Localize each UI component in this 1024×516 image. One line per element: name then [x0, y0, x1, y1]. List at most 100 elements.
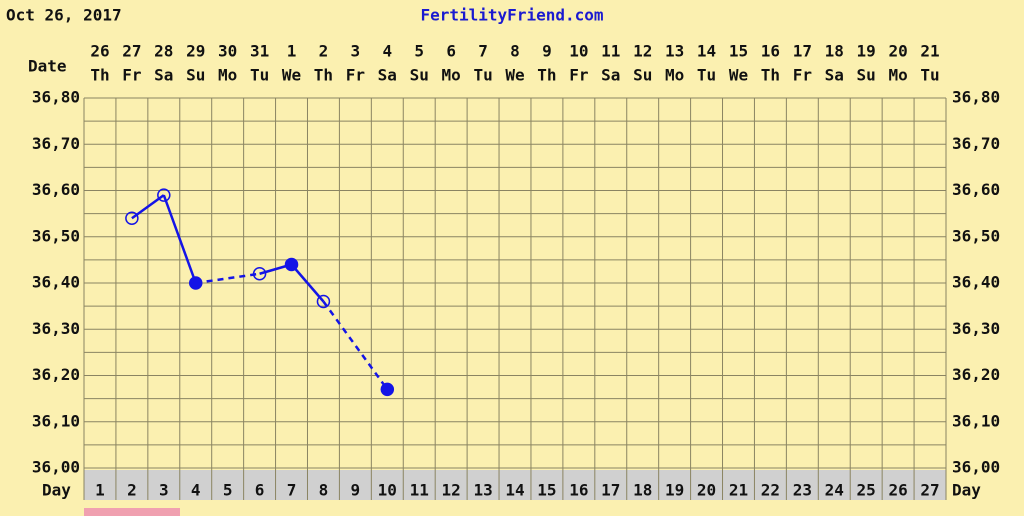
weekday-label: Fr	[122, 66, 141, 85]
date-label: 18	[825, 42, 844, 61]
y-tick-label: 36,00	[32, 458, 80, 477]
point-open	[252, 267, 267, 281]
date-label: 28	[154, 42, 173, 61]
weekday-label: Th	[90, 66, 109, 85]
day-label: 25	[857, 481, 876, 500]
date-label: 14	[697, 42, 716, 61]
date-label: 20	[888, 42, 907, 61]
weekday-label: We	[282, 66, 301, 85]
y2-tick-label: 36,70	[952, 134, 1000, 153]
weekday-label: Fr	[569, 66, 588, 85]
y-tick-label: 36,70	[32, 134, 80, 153]
y2-tick-label: 36,10	[952, 411, 1000, 430]
point-open	[125, 211, 139, 225]
y2-tick-label: 36,80	[952, 88, 1000, 107]
day-label: 15	[537, 481, 556, 500]
weekday-label: Mo	[442, 66, 461, 85]
day-label: 24	[825, 481, 844, 500]
day-label: 10	[378, 481, 397, 500]
y-tick-label: 36,40	[32, 273, 80, 292]
day-label: 18	[633, 481, 652, 500]
point-filled	[188, 276, 203, 290]
weekday-label: Th	[314, 66, 333, 85]
weekday-label: Tu	[697, 66, 716, 85]
date-label: 30	[218, 42, 237, 61]
y2-tick-label: 36,60	[952, 180, 1000, 199]
weekday-label: Th	[761, 66, 780, 85]
y-tick-label: 36,60	[32, 180, 80, 199]
chart-title: FertilityFriend.com	[420, 6, 603, 25]
y-tick-label: 36,10	[32, 411, 80, 430]
weekday-label: Tu	[473, 66, 492, 85]
chart-date: Oct 26, 2017	[6, 6, 122, 25]
weekday-label: Sa	[601, 66, 620, 85]
day-label: 12	[442, 481, 461, 500]
day-label: 8	[319, 481, 329, 500]
date-label: 26	[90, 42, 109, 61]
day-label-left: Day	[42, 481, 71, 500]
line-segment	[290, 263, 325, 303]
y-tick-label: 36,80	[32, 88, 80, 107]
date-label: 7	[478, 42, 488, 61]
date-label: 8	[510, 42, 520, 61]
day-label: 19	[665, 481, 684, 500]
y-tick-label: 36,30	[32, 319, 80, 338]
day-label: 17	[601, 481, 620, 500]
day-label: 2	[127, 481, 137, 500]
day-label: 13	[473, 481, 492, 500]
date-label: 2	[319, 42, 329, 61]
dashed-segment	[322, 300, 389, 391]
date-label: 11	[601, 42, 620, 61]
line-segment	[162, 194, 197, 284]
weekday-label: Su	[857, 66, 876, 85]
day-label: 27	[920, 481, 939, 500]
day-label: 6	[255, 481, 265, 500]
y-tick-label: 36,50	[32, 226, 80, 245]
date-label: 9	[542, 42, 552, 61]
day-label: 4	[191, 481, 201, 500]
day-label: 5	[223, 481, 233, 500]
y-tick-label: 36,20	[32, 365, 80, 384]
weekday-label: Tu	[250, 66, 269, 85]
weekday-label: Mo	[665, 66, 684, 85]
day-label: 16	[569, 481, 588, 500]
weekday-label: Su	[410, 66, 429, 85]
weekday-label: We	[729, 66, 748, 85]
y2-tick-label: 36,50	[952, 226, 1000, 245]
point-filled	[380, 382, 395, 397]
day-label: 26	[888, 481, 907, 500]
weekday-label: Fr	[346, 66, 365, 85]
date-label: 5	[414, 42, 424, 61]
day-label-right: Day	[952, 481, 981, 500]
date-label: 29	[186, 42, 205, 61]
date-label: 13	[665, 42, 684, 61]
date-label: Date	[28, 57, 67, 76]
date-label: 4	[382, 42, 392, 61]
date-label: 27	[122, 42, 141, 61]
weekday-label: Tu	[920, 66, 939, 85]
day-label: 3	[159, 481, 169, 500]
weekday-label: Fr	[793, 66, 812, 85]
weekday-label: Mo	[888, 66, 907, 85]
weekday-label: Sa	[154, 66, 173, 85]
day-label: 11	[410, 481, 429, 500]
weekday-label: We	[505, 66, 524, 85]
date-label: 10	[569, 42, 588, 61]
y2-tick-label: 36,40	[952, 273, 1000, 292]
weekday-label: Su	[633, 66, 652, 85]
date-label: 15	[729, 42, 748, 61]
date-label: 19	[857, 42, 876, 61]
y2-tick-label: 36,00	[952, 458, 1000, 477]
date-label: 16	[761, 42, 780, 61]
point-open	[316, 294, 331, 309]
weekday-label: Su	[186, 66, 205, 85]
date-label: 12	[633, 42, 652, 61]
day-label: 22	[761, 481, 780, 500]
date-label: 31	[250, 42, 269, 61]
point-open	[157, 188, 171, 202]
day-label: 7	[287, 481, 297, 500]
day-label: 9	[351, 481, 361, 500]
date-label: 1	[287, 42, 297, 61]
